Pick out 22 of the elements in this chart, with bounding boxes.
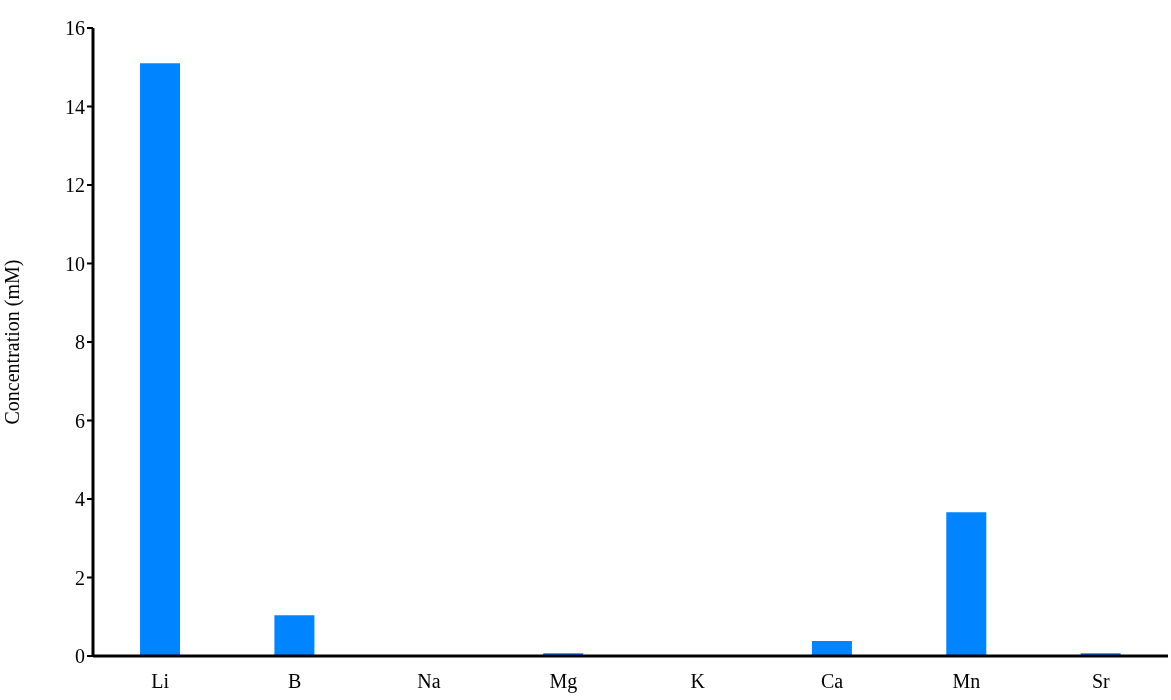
- bar: [811, 641, 852, 656]
- y-tick-label: 8: [75, 331, 85, 354]
- y-tick-label: 10: [65, 252, 85, 275]
- bar: [946, 512, 987, 656]
- y-tick-label: 12: [65, 174, 85, 197]
- x-tick-label: Ca: [820, 670, 844, 693]
- y-tick-label: 0: [75, 645, 85, 668]
- x-tick-label: Li: [151, 670, 170, 693]
- x-tick-label: K: [690, 670, 706, 693]
- y-axis-title: Concentration (mM): [1, 259, 25, 425]
- y-tick-label: 4: [75, 488, 85, 511]
- x-tick-label: Na: [417, 670, 441, 693]
- x-tick-label: Mg: [549, 670, 578, 694]
- x-tick-label: B: [287, 670, 302, 693]
- bar: [140, 63, 181, 656]
- x-tick-label: Mn: [952, 670, 981, 693]
- bar: [274, 615, 315, 656]
- y-tick-label: 2: [75, 566, 85, 589]
- y-tick-label: 16: [65, 17, 85, 40]
- x-tick-label: Sr: [1091, 670, 1111, 693]
- y-tick-label: 6: [75, 409, 85, 432]
- y-tick-label: 14: [65, 95, 85, 118]
